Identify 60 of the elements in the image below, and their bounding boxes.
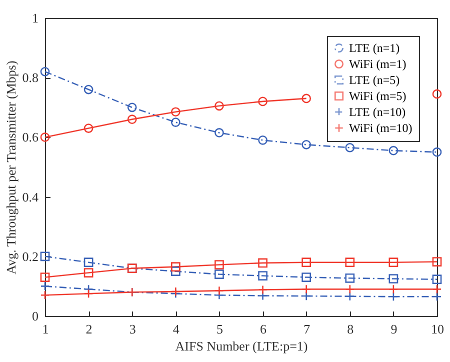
point (84, 258, 94, 268)
x-tick-label: 8 (347, 322, 354, 336)
point (214, 101, 224, 111)
point (127, 102, 137, 112)
point (40, 252, 50, 262)
x-tick-label: 10 (431, 322, 444, 336)
point (258, 258, 268, 268)
point (40, 272, 50, 282)
point (388, 274, 398, 284)
point (388, 146, 398, 156)
legend-label: LTE (n=1) (349, 41, 400, 55)
x-tick-label: 1 (42, 322, 49, 336)
y-tick-label: 1 (32, 10, 38, 26)
point (302, 272, 312, 282)
point (214, 128, 224, 138)
point (388, 258, 398, 268)
point (170, 107, 180, 117)
point (345, 273, 355, 283)
x-tick-label: 4 (172, 322, 180, 336)
y-axis-title: Avg. Throughput per Transmitter (Mbps) (3, 60, 18, 274)
legend-label: WiFi (m=1) (349, 57, 406, 71)
legend-label: LTE (n=10) (349, 105, 406, 119)
y-tick-label: 0 (32, 308, 38, 324)
point (258, 96, 268, 106)
point (302, 140, 312, 150)
x-tick-label: 7 (304, 322, 311, 336)
point (432, 147, 442, 157)
point (170, 262, 180, 272)
point (40, 66, 50, 76)
point (432, 89, 442, 99)
point (345, 142, 355, 152)
legend-label: LTE (n=5) (349, 73, 400, 87)
point (302, 94, 312, 104)
point (84, 124, 94, 133)
point (170, 118, 180, 127)
point (170, 266, 180, 276)
point (214, 260, 224, 270)
x-tick-label: 9 (390, 322, 398, 336)
y-tick-label: 0.2 (22, 248, 38, 264)
point (214, 270, 224, 279)
x-tick-label: 6 (260, 322, 268, 336)
y-tick-label: 0.4 (22, 189, 39, 204)
point (258, 271, 268, 280)
point (84, 84, 94, 94)
point (302, 258, 312, 268)
point (432, 257, 442, 266)
point (84, 268, 94, 278)
legend-label: WiFi (m=5) (349, 89, 406, 103)
legend-label: WiFi (m=10) (349, 121, 412, 135)
point (432, 274, 442, 284)
x-tick-label: 2 (86, 322, 92, 336)
y-tick-label: 0.8 (22, 70, 38, 86)
x-tick-label: 5 (216, 322, 223, 336)
x-tick-label: 3 (129, 322, 136, 336)
point (40, 132, 50, 142)
x-axis-title: AIFS Number (LTE:p=1) (175, 338, 308, 354)
point (258, 136, 268, 145)
point (127, 114, 137, 124)
y-tick-label: 0.6 (22, 130, 39, 145)
point (345, 258, 355, 268)
